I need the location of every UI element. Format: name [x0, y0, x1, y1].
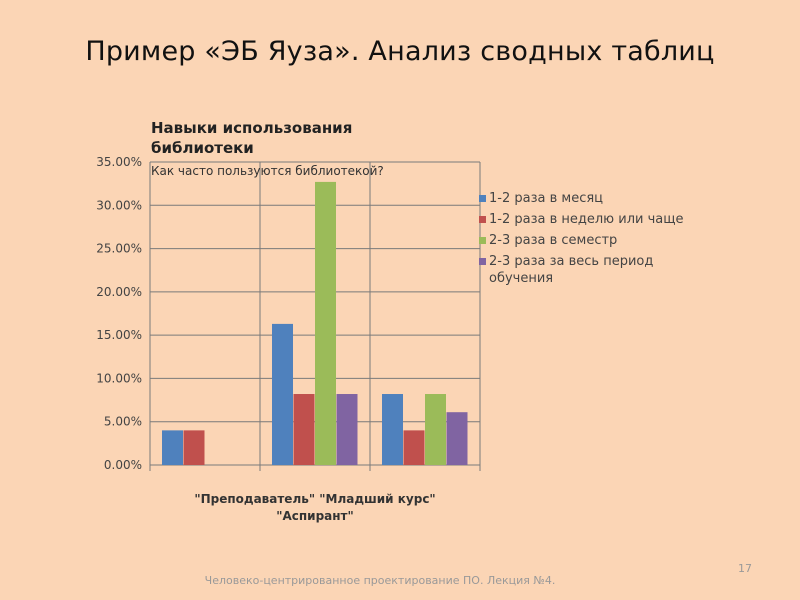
y-tick-label: 20.00% — [96, 285, 142, 299]
legend-label: 1-2 раза в месяц — [489, 191, 604, 206]
bar — [293, 394, 315, 465]
x-category-label: "Аспирант" — [276, 509, 354, 523]
legend-item: 1-2 раза в месяц — [479, 190, 709, 207]
y-tick-label: 10.00% — [96, 371, 142, 385]
y-tick-label: 30.00% — [96, 198, 142, 212]
page-number: 17 — [738, 562, 752, 575]
chart-legend: 1-2 раза в месяц 1-2 раза в неделю или ч… — [479, 190, 709, 291]
y-tick-label: 25.00% — [96, 242, 142, 256]
legend-label: 2-3 раза за весь период обучения — [489, 254, 654, 286]
slide-title: Пример «ЭБ Яуза». Анализ сводных таблиц — [85, 36, 715, 67]
legend-label: 2-3 раза в семестр — [489, 233, 618, 248]
bar — [183, 430, 205, 465]
bar — [446, 412, 468, 465]
bar — [162, 430, 183, 465]
bar — [425, 394, 446, 465]
y-tick-label: 15.00% — [96, 328, 142, 342]
y-tick-label: 35.00% — [96, 155, 142, 169]
legend-swatch — [479, 216, 486, 223]
bar — [336, 394, 358, 465]
legend-item: 2-3 раза за весь период обучения — [479, 253, 709, 287]
slide-footer: Человеко-центрированное проектирование П… — [204, 574, 556, 587]
legend-item: 2-3 раза в семестр — [479, 232, 709, 249]
legend-swatch — [479, 195, 486, 202]
chart-subtitle: Как часто пользуются библиотекой? — [151, 164, 384, 178]
legend-swatch — [479, 258, 486, 265]
chart-title: Навыки использования библиотеки — [151, 118, 352, 158]
legend-item: 1-2 раза в неделю или чаще — [479, 211, 709, 228]
legend-swatch — [479, 237, 486, 244]
legend-label: 1-2 раза в неделю или чаще — [489, 212, 684, 227]
bar — [403, 430, 425, 465]
x-category-label: "Преподаватель" "Младший курс" — [194, 492, 435, 506]
chart-title-line1: Навыки использования — [151, 119, 353, 137]
bar — [382, 394, 403, 465]
y-tick-label: 0.00% — [104, 458, 142, 472]
y-tick-label: 5.00% — [104, 415, 142, 429]
bar — [272, 323, 293, 465]
chart-title-line2: библиотеки — [151, 139, 254, 157]
bar — [315, 181, 336, 465]
